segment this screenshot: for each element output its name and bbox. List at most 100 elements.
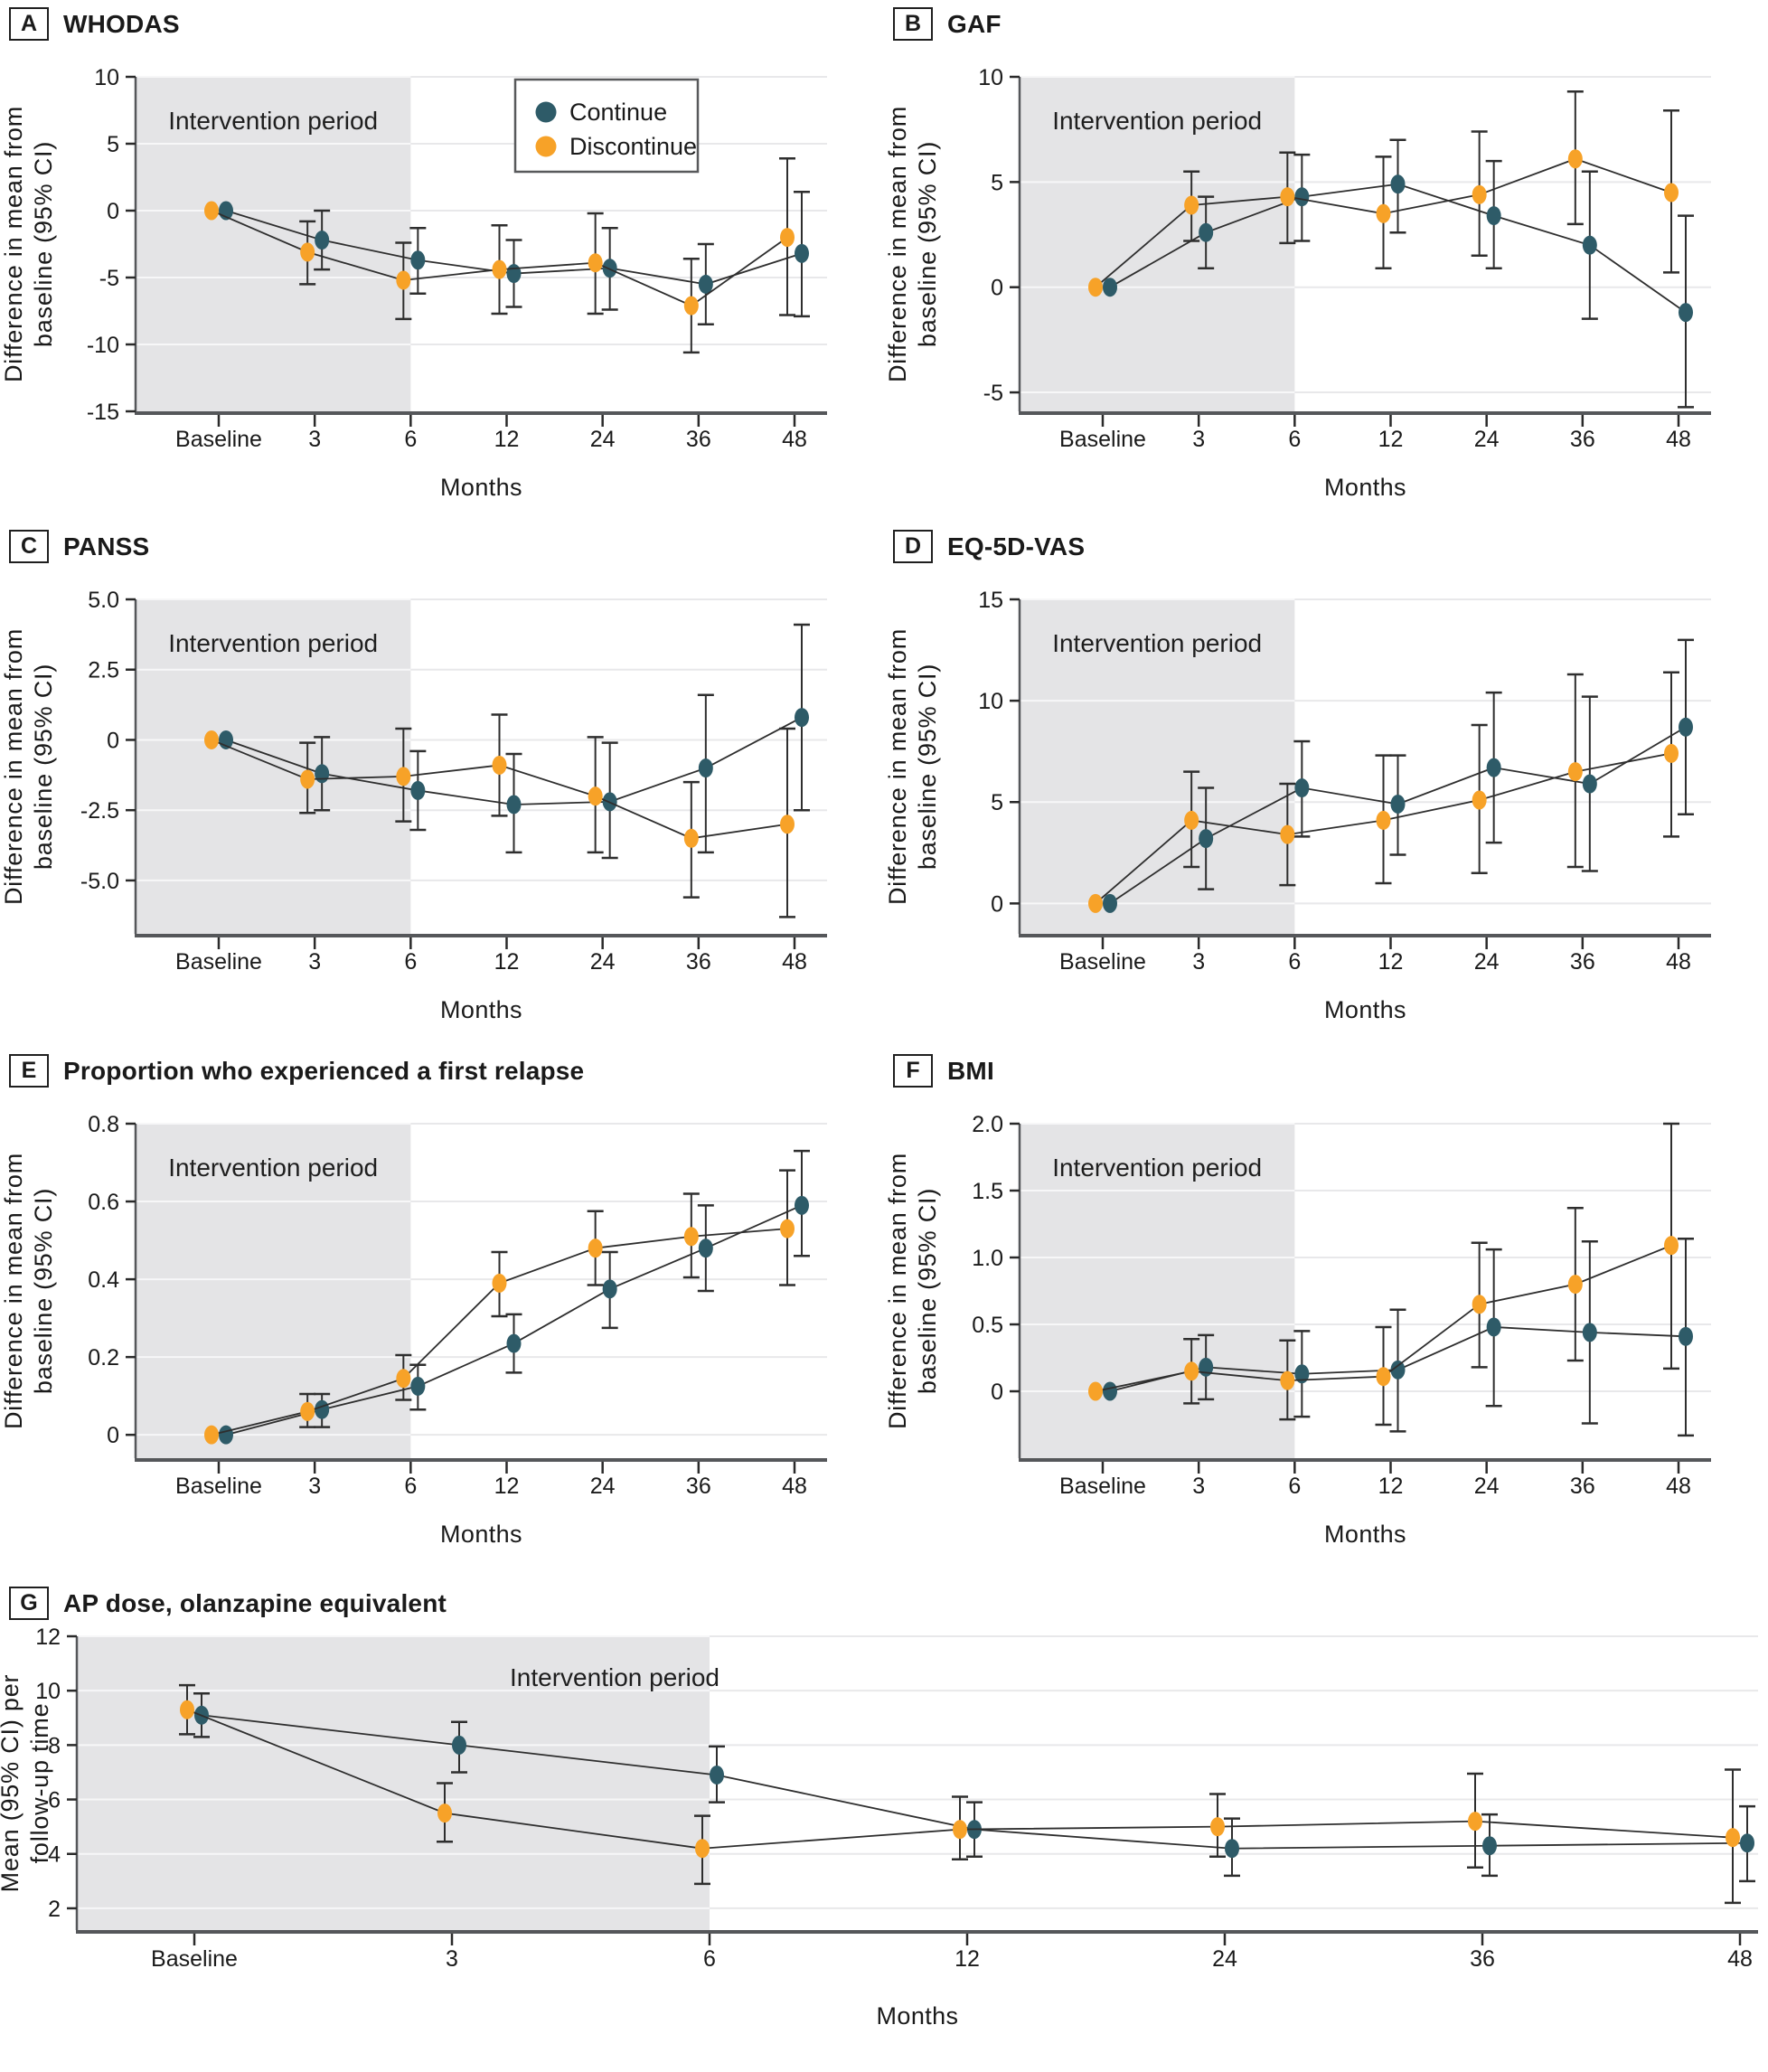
y-tick-label: 10 [978, 689, 1003, 714]
x-tick-label: 12 [1378, 1474, 1404, 1499]
x-tick-label: 24 [590, 949, 616, 975]
data-point-discontinue [683, 828, 699, 848]
data-point-continue [506, 1333, 522, 1353]
data-point-discontinue [1184, 1361, 1199, 1381]
panel-header: F BMI [893, 1054, 994, 1088]
x-tick-label: 36 [1570, 949, 1595, 975]
y-tick-label: 2.0 [972, 1112, 1003, 1137]
panel-bmi: F BMI 2.0 1.5 1.0 0.5 0 Baseline 3 6 12 24 36 48 Int… [884, 1047, 1768, 1577]
data-point-discontinue [1376, 203, 1391, 223]
data-point-continue [795, 708, 809, 728]
data-point-discontinue [300, 769, 315, 789]
data-point-continue [1199, 222, 1214, 242]
panel-title: GAF [947, 9, 1002, 38]
data-point-continue [315, 764, 330, 784]
data-point-discontinue [1280, 187, 1295, 207]
data-point-discontinue [1376, 810, 1391, 830]
panel-whodas: A WHODAS 10 5 0 -5 -10 -15 Baseline 3 6 12 24 36 48 I… [0, 0, 884, 520]
x-tick-label: 12 [494, 427, 520, 452]
data-point-discontinue [180, 1700, 194, 1719]
data-point-discontinue [396, 1369, 411, 1389]
y-tick-label: 4 [48, 1842, 61, 1868]
data-point-continue [795, 243, 809, 263]
y-tick-label: 2 [48, 1897, 61, 1922]
x-tick-label: 3 [308, 427, 321, 452]
y-tick-label: -10 [87, 333, 119, 358]
intervention-period-label: Intervention period [1052, 107, 1262, 135]
y-tick-label: 2.5 [88, 658, 119, 683]
x-tick-label: 3 [308, 1474, 321, 1499]
x-tick-label: 48 [1666, 427, 1691, 452]
data-point-continue [410, 250, 426, 270]
data-point-discontinue [1664, 743, 1679, 763]
data-point-discontinue [492, 259, 507, 279]
y-tick-label: 5 [107, 132, 119, 157]
intervention-period-label: Intervention period [168, 629, 378, 657]
data-point-continue [219, 1425, 233, 1445]
y-tick-label: 1.5 [972, 1179, 1003, 1204]
legend-marker-continue [535, 101, 557, 123]
x-tick-label: 36 [686, 949, 711, 975]
data-point-continue [506, 264, 522, 284]
data-point-continue [1679, 717, 1693, 737]
data-point-continue [1486, 758, 1501, 777]
panel-header: D EQ-5D-VAS [893, 530, 1085, 563]
y-tick-label: 10 [35, 1679, 61, 1704]
intervention-period-label: Intervention period [1052, 1154, 1262, 1182]
x-tick-label: 48 [1727, 1946, 1753, 1972]
data-point-discontinue [1726, 1828, 1740, 1848]
series-continue [219, 1149, 810, 1445]
x-tick-label: 24 [1474, 949, 1500, 975]
panel-letter: C [9, 530, 49, 563]
x-tick-label: Baseline [175, 427, 262, 452]
data-point-continue [1482, 1836, 1497, 1856]
data-point-continue [698, 1238, 713, 1258]
data-point-discontinue [780, 815, 795, 834]
series-discontinue [204, 1169, 795, 1445]
panel-letter: F [893, 1054, 933, 1088]
data-point-discontinue [1472, 184, 1487, 204]
data-point-discontinue [1567, 1275, 1583, 1295]
x-tick-label: 48 [782, 949, 807, 975]
panel-header: A WHODAS [9, 7, 180, 41]
y-tick-label: 1.0 [972, 1246, 1003, 1271]
data-point-discontinue [1567, 149, 1583, 169]
x-axis-label: Months [1324, 996, 1406, 1023]
data-point-discontinue [588, 1238, 603, 1258]
y-tick-label: -2.5 [80, 798, 119, 824]
data-point-discontinue [396, 270, 411, 290]
y-tick-label: 5 [991, 790, 1003, 815]
panel-title: PANSS [63, 532, 150, 560]
data-point-continue [1390, 1360, 1406, 1380]
data-point-continue [410, 780, 426, 800]
y-axis-label: baseline (95% CI) [914, 1188, 941, 1394]
y-tick-label: 5.0 [88, 588, 119, 613]
x-tick-label: Baseline [175, 1474, 262, 1499]
data-point-discontinue [1376, 1367, 1391, 1387]
x-tick-label: 6 [703, 1946, 716, 1972]
y-axis-label: Difference in mean from [0, 628, 27, 905]
y-axis-label: Difference in mean from [884, 106, 911, 382]
intervention-shade [136, 599, 411, 934]
data-point-continue [1390, 794, 1406, 814]
series-continue [219, 191, 810, 326]
data-point-discontinue [300, 1401, 315, 1421]
x-tick-label: 3 [1192, 949, 1205, 975]
data-point-discontinue [492, 755, 507, 775]
data-point-continue [1199, 829, 1214, 849]
series-discontinue [1088, 90, 1679, 297]
data-point-continue [710, 1765, 724, 1785]
y-tick-label: 12 [35, 1625, 61, 1650]
x-tick-label: Baseline [1059, 949, 1146, 975]
x-axis-label: Months [877, 2002, 959, 2030]
x-tick-label: 24 [590, 1474, 616, 1499]
legend-marker-discontinue [535, 136, 557, 157]
y-tick-label: -5 [99, 266, 119, 291]
y-axis-label: baseline (95% CI) [914, 664, 941, 870]
